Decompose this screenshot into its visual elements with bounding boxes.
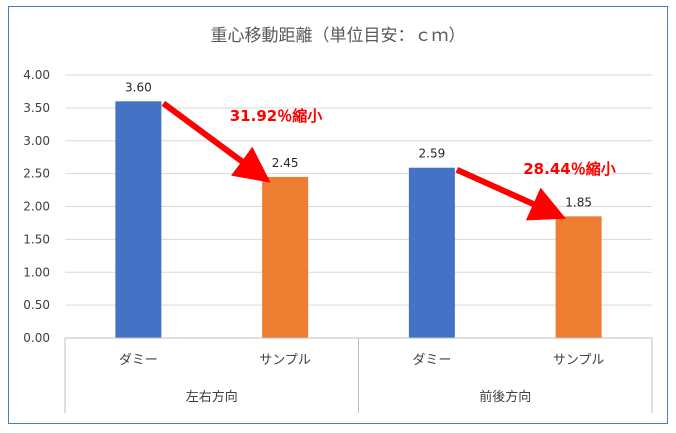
reduction-arrow — [161, 100, 271, 183]
category-label: ダミー — [412, 353, 451, 368]
group-label: 左右方向 — [186, 389, 238, 405]
y-tick-label: 2.00 — [23, 200, 50, 214]
data-label: 3.60 — [125, 80, 152, 94]
y-tick-label: 0.00 — [23, 331, 50, 345]
y-tick-label: 4.00 — [23, 68, 50, 82]
y-tick-label: 3.00 — [23, 134, 50, 148]
category-label: サンプル — [259, 353, 311, 368]
reduction-annotation: 31.92％縮小 — [230, 107, 322, 125]
reduction-arrow — [455, 166, 567, 221]
y-tick-label: 0.50 — [23, 298, 50, 312]
group-label: 前後方向 — [479, 389, 531, 405]
y-tick-label: 3.50 — [23, 101, 50, 115]
y-tick-label: 2.50 — [23, 167, 50, 181]
category-label: ダミー — [119, 353, 158, 368]
category-label: サンプル — [553, 353, 605, 368]
bar — [555, 216, 602, 338]
chart-title: 重心移動距離（単位目安：ｃｍ） — [211, 26, 466, 46]
reduction-annotation: 28.44％縮小 — [523, 160, 615, 178]
y-tick-label: 1.00 — [23, 265, 50, 279]
data-label: 2.59 — [419, 147, 446, 161]
y-tick-label: 1.50 — [23, 232, 50, 246]
data-label: 1.85 — [565, 195, 592, 209]
bar — [408, 167, 455, 338]
bar — [115, 101, 162, 338]
data-label: 2.45 — [272, 156, 299, 170]
bar — [262, 176, 309, 338]
